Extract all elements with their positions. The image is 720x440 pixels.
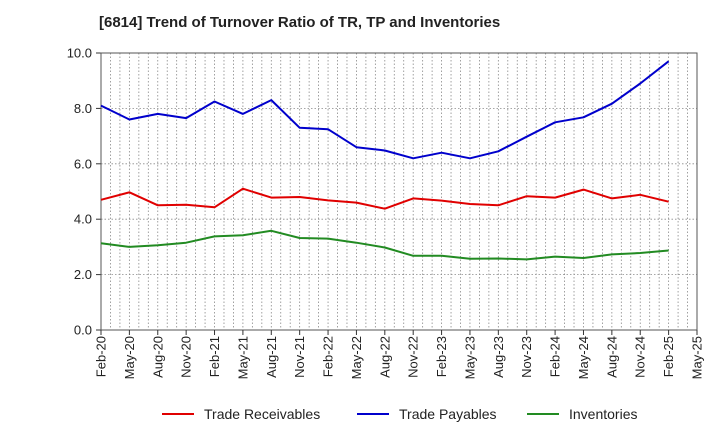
legend-item: Inventories <box>527 404 637 424</box>
legend-label: Trade Payables <box>399 406 497 422</box>
series-line-1 <box>100 187 669 210</box>
legend-label: Trade Receivables <box>204 406 321 422</box>
legend-swatch <box>162 413 194 415</box>
legend: Trade Receivables Trade Payables Inventori… <box>0 404 720 424</box>
x-tick-label: Feb-25 <box>661 336 676 377</box>
x-tick-label: Aug-23 <box>491 336 506 378</box>
x-tick-label: Feb-21 <box>207 336 222 377</box>
x-tick-label: May-25 <box>690 336 705 379</box>
y-tick-label: 4.0 <box>74 212 92 227</box>
x-tick-label: Aug-21 <box>264 336 279 378</box>
x-tick-label: Nov-23 <box>519 336 534 378</box>
x-tick-label: Nov-24 <box>633 336 648 378</box>
plot-area <box>101 53 697 330</box>
y-tick-label: 6.0 <box>74 156 92 171</box>
x-tick-label: May-23 <box>462 336 477 379</box>
legend-item: Trade Receivables <box>162 404 320 424</box>
x-tick-label: May-20 <box>122 336 137 379</box>
legend-item: Trade Payables <box>357 404 497 424</box>
legend-swatch <box>527 413 559 415</box>
x-tick-label: May-22 <box>349 336 364 379</box>
legend-label: Inventories <box>569 406 638 422</box>
x-tick-label: Aug-22 <box>377 336 392 378</box>
x-tick-label: May-21 <box>235 336 250 379</box>
y-tick-label: 8.0 <box>74 101 92 116</box>
y-tick-label: 0.0 <box>74 323 92 338</box>
x-tick-label: Feb-22 <box>321 336 336 377</box>
x-tick-label: Feb-23 <box>434 336 449 377</box>
x-tick-label: Nov-22 <box>406 336 421 378</box>
x-tick-label: May-24 <box>576 336 591 379</box>
x-tick-label: Feb-20 <box>94 336 109 377</box>
series-line-3 <box>100 229 669 261</box>
x-tick-label: Nov-21 <box>292 336 307 378</box>
series-line-2 <box>100 60 670 160</box>
y-tick-label: 10.0 <box>67 46 92 61</box>
x-tick-label: Nov-20 <box>179 336 194 378</box>
x-tick-label: Aug-24 <box>604 336 619 378</box>
y-tick-label: 2.0 <box>74 267 92 282</box>
x-tick-label: Aug-20 <box>150 336 165 378</box>
chart-title: [6814] Trend of Turnover Ratio of TR, TP… <box>99 14 501 31</box>
x-tick-label: Feb-24 <box>548 336 563 377</box>
plot-frame <box>100 52 698 331</box>
legend-swatch <box>357 413 389 415</box>
